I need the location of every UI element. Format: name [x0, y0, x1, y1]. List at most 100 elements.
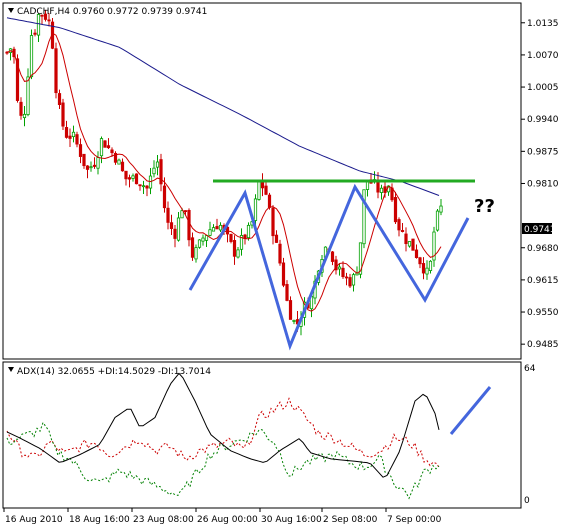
candle [400, 222, 405, 233]
candle [201, 234, 205, 246]
candle [43, 9, 48, 22]
time-tick-label: 2 Sep 08:00 [323, 515, 378, 525]
candle [134, 173, 139, 185]
time-axis: 16 Aug 2010 18 Aug 16:00 23 Aug 08:00 26 Au… [3, 508, 442, 525]
candle [393, 191, 398, 224]
candle [414, 244, 419, 259]
candle [215, 218, 219, 230]
candle [145, 185, 149, 197]
candle [176, 211, 181, 242]
pattern-zigzag [188, 183, 470, 351]
time-tick-label: 7 Sep 00:00 [387, 515, 442, 525]
candle [271, 205, 275, 245]
candle [232, 235, 237, 265]
time-tick-label: 18 Aug 16:00 [69, 515, 130, 525]
candle [197, 239, 202, 249]
candle [26, 68, 30, 117]
price-tick-label: 0.9485 [527, 340, 559, 350]
candle [397, 217, 401, 237]
candle [89, 161, 93, 172]
candle [57, 89, 62, 110]
candle [358, 242, 363, 279]
price-tick-label: 0.9875 [527, 147, 559, 157]
candle [131, 173, 135, 182]
candle [404, 227, 408, 252]
candle [253, 194, 258, 226]
price-tick-label: 1.0005 [527, 83, 559, 93]
candle [61, 98, 65, 131]
time-tick-label: 16 Aug 2010 [5, 515, 63, 525]
price-tick-label: 1.0135 [527, 19, 559, 29]
candle [159, 153, 163, 192]
candle [411, 238, 415, 251]
adx-axis: 64 0 [524, 364, 536, 506]
candle [15, 54, 20, 103]
candle [194, 244, 198, 263]
candle [113, 151, 118, 165]
candle [229, 233, 233, 244]
price-tick-label: 0.9550 [527, 308, 559, 318]
adx-tick-label: 64 [524, 364, 536, 374]
candle [124, 170, 128, 186]
candle [183, 210, 188, 215]
candle [54, 42, 58, 99]
candle [36, 13, 41, 42]
last-price-label: 0.9741 [524, 225, 556, 235]
symbol-header: CADCHF,H4 0.9760 0.9772 0.9739 0.9741 [8, 7, 207, 17]
time-tick-label: 26 Aug 00:00 [197, 515, 258, 525]
price-tick-label: 0.9680 [527, 244, 559, 254]
price-axis: 1.0135 1.0070 1.0005 0.9940 0.9875 0.9810 0.96… [521, 19, 559, 350]
candle [278, 239, 282, 266]
candle [85, 165, 90, 179]
time-tick-label: 30 Aug 16:00 [261, 515, 322, 525]
candle [78, 138, 83, 164]
adx-header-text: ADX(14) 32.0655 +DI:14.5029 -DI:13.7014 [17, 367, 211, 377]
candle [155, 154, 160, 176]
minus-di-line [6, 397, 440, 468]
candle [22, 105, 27, 127]
candle [92, 157, 97, 169]
candle [169, 214, 174, 235]
candle [138, 184, 142, 191]
candle [418, 256, 422, 269]
candle [29, 29, 34, 80]
indicator-pane [2, 361, 522, 509]
candle [425, 260, 429, 280]
candle [292, 319, 296, 325]
candle [428, 260, 433, 274]
candle [103, 140, 107, 148]
candle [106, 138, 111, 149]
adx-tick-label: 0 [524, 496, 530, 506]
candle [274, 230, 279, 243]
candle [141, 180, 146, 195]
candle [152, 160, 156, 178]
last-price-tag: 0.9741 [522, 223, 556, 235]
candle [288, 296, 293, 320]
candle [117, 158, 121, 165]
triangle-icon [8, 367, 14, 372]
slow-ma-line [6, 17, 440, 196]
candle [257, 181, 261, 201]
candle [432, 226, 436, 267]
candle [208, 221, 212, 237]
question-annotation: ?? [474, 196, 495, 217]
candle [127, 174, 132, 188]
candle [64, 120, 69, 139]
candle [421, 257, 426, 280]
candle [285, 280, 289, 302]
candle [281, 257, 286, 288]
candle [344, 272, 349, 286]
candle [204, 235, 209, 247]
candle [236, 247, 240, 259]
time-tick-label: 23 Aug 08:00 [133, 515, 194, 525]
adx-line [6, 372, 440, 478]
adx-trend-line [449, 386, 492, 435]
candle [47, 13, 51, 27]
price-tick-label: 0.9810 [527, 179, 559, 189]
triangle-icon [8, 8, 14, 13]
candle [99, 136, 104, 164]
candle [82, 153, 86, 169]
candle [75, 131, 79, 148]
candle [341, 261, 345, 279]
candle [162, 177, 167, 213]
